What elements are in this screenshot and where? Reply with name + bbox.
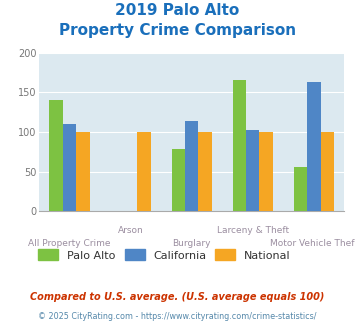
Bar [294, 167, 307, 211]
Bar [246, 130, 260, 211]
Bar [63, 124, 76, 211]
Text: Motor Vehicle Theft: Motor Vehicle Theft [270, 239, 355, 248]
Legend: Palo Alto, California, National: Palo Alto, California, National [34, 245, 295, 265]
Bar [137, 132, 151, 211]
Bar [321, 132, 334, 211]
Text: All Property Crime: All Property Crime [28, 239, 111, 248]
Text: Arson: Arson [118, 226, 143, 235]
Bar [185, 121, 198, 211]
Bar [198, 132, 212, 211]
Bar [49, 100, 63, 211]
Text: Burglary: Burglary [173, 239, 211, 248]
Bar [260, 132, 273, 211]
Text: 2019 Palo Alto: 2019 Palo Alto [115, 3, 240, 18]
Text: Compared to U.S. average. (U.S. average equals 100): Compared to U.S. average. (U.S. average … [30, 292, 325, 302]
Bar [307, 82, 321, 211]
Bar [171, 148, 185, 211]
Text: © 2025 CityRating.com - https://www.cityrating.com/crime-statistics/: © 2025 CityRating.com - https://www.city… [38, 312, 317, 321]
Bar [76, 132, 90, 211]
Text: Property Crime Comparison: Property Crime Comparison [59, 23, 296, 38]
Text: Larceny & Theft: Larceny & Theft [217, 226, 289, 235]
Bar [233, 80, 246, 211]
